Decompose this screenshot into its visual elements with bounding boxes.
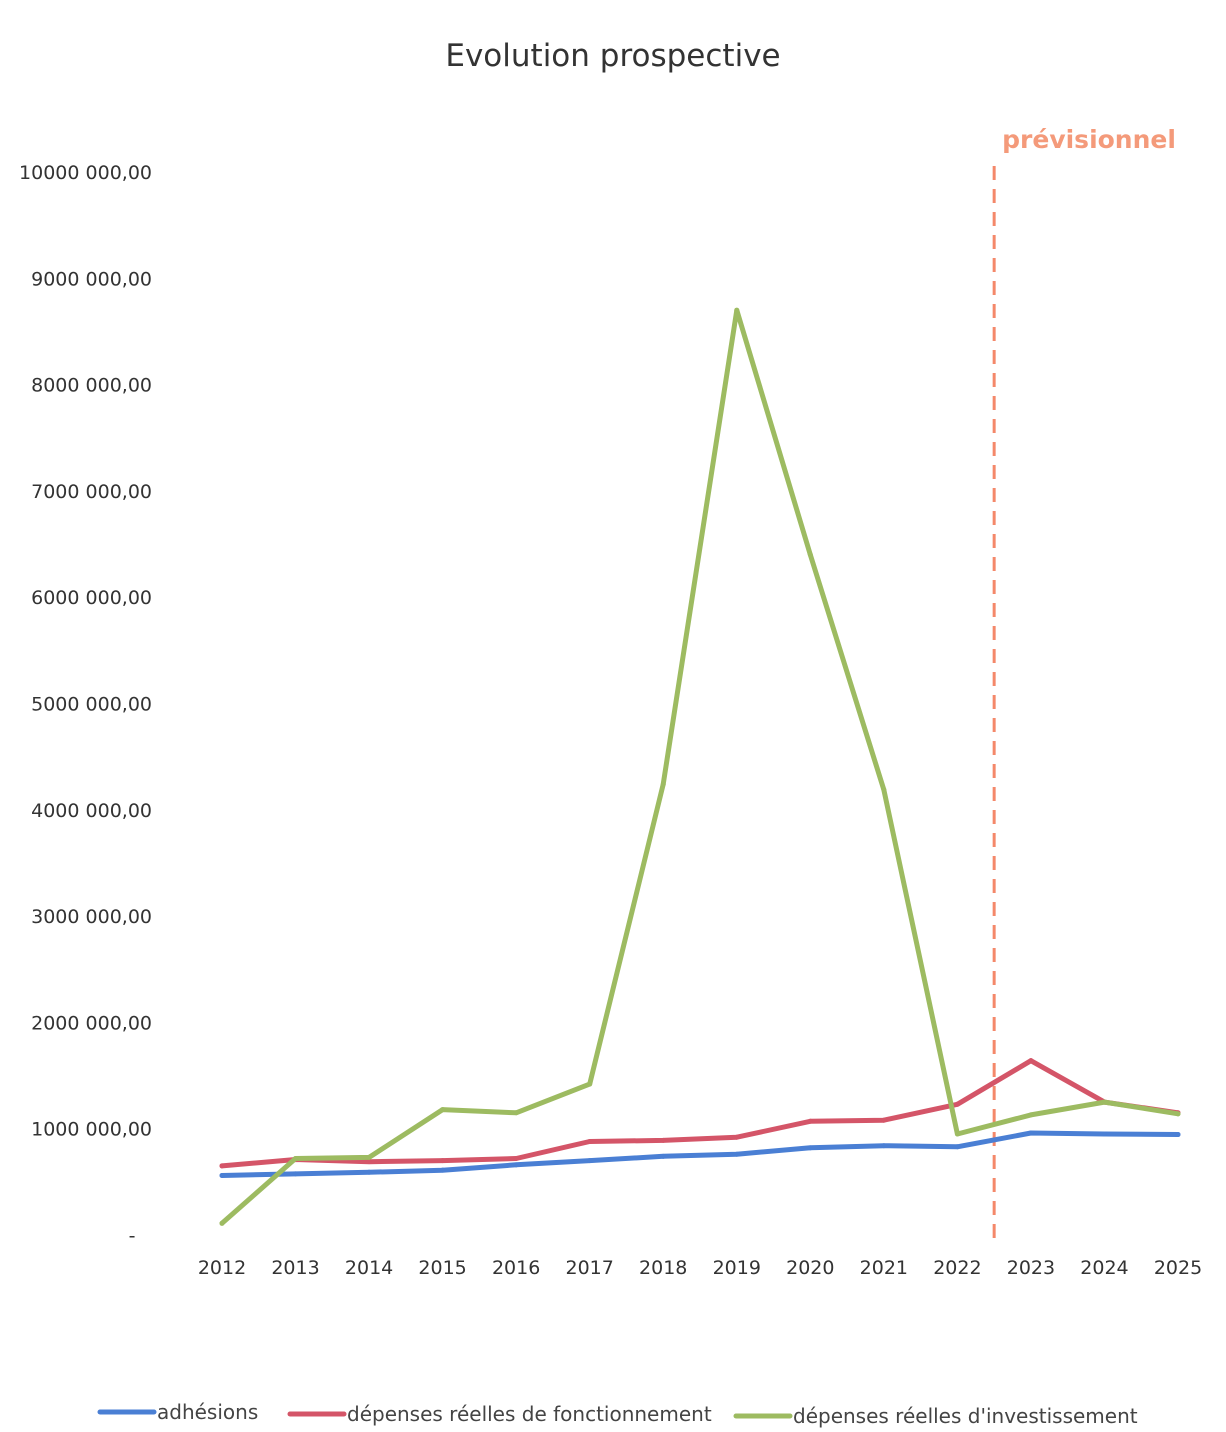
data-point xyxy=(513,1155,519,1161)
data-point xyxy=(881,1117,887,1123)
data-point xyxy=(366,1159,372,1165)
data-point xyxy=(587,1158,593,1164)
y-tick-label: - xyxy=(129,1225,136,1247)
x-tick-label: 2018 xyxy=(639,1257,687,1279)
data-point xyxy=(587,1138,593,1144)
data-point xyxy=(734,1151,740,1157)
data-point xyxy=(734,307,740,313)
data-point xyxy=(1028,1130,1034,1136)
x-tick-label: 2012 xyxy=(198,1257,246,1279)
data-point xyxy=(440,1167,446,1173)
y-tick-label: 6000 000,00 xyxy=(31,587,152,609)
y-tick-label: 4000 000,00 xyxy=(31,800,152,822)
data-point xyxy=(366,1154,372,1160)
x-tick-label: 2015 xyxy=(418,1257,466,1279)
data-point xyxy=(1101,1099,1107,1105)
series-line-2 xyxy=(219,307,1181,1226)
series-line-1 xyxy=(219,1058,1181,1169)
x-tick-label: 2013 xyxy=(271,1257,319,1279)
data-point xyxy=(660,781,666,787)
data-point xyxy=(366,1169,372,1175)
data-point xyxy=(440,1158,446,1164)
data-point xyxy=(807,1118,813,1124)
data-point xyxy=(1028,1112,1034,1118)
data-point xyxy=(734,1134,740,1140)
data-point xyxy=(293,1171,299,1177)
x-tick-label: 2020 xyxy=(786,1257,834,1279)
data-point xyxy=(219,1163,225,1169)
data-point xyxy=(513,1162,519,1168)
y-axis: - 1000 000,00 2000 000,00 3000 000,00 4000 0… xyxy=(19,162,152,1247)
data-point xyxy=(1028,1058,1034,1064)
data-point xyxy=(660,1153,666,1159)
data-point xyxy=(219,1172,225,1178)
data-point xyxy=(219,1220,225,1226)
data-point xyxy=(954,1131,960,1137)
chart-title: Evolution prospective xyxy=(445,38,780,74)
y-tick-label: 1000 000,00 xyxy=(31,1119,152,1141)
x-tick-label: 2024 xyxy=(1080,1257,1128,1279)
data-point xyxy=(440,1107,446,1113)
y-tick-label: 2000 000,00 xyxy=(31,1012,152,1034)
y-tick-label: 5000 000,00 xyxy=(31,694,152,716)
data-point xyxy=(660,1137,666,1143)
data-point xyxy=(1175,1132,1181,1138)
x-tick-label: 2019 xyxy=(713,1257,761,1279)
series-line-0 xyxy=(219,1130,1181,1178)
legend-label: adhésions xyxy=(157,1400,258,1424)
forecast-marker: prévisionnel xyxy=(992,125,1176,1239)
y-tick-label: 3000 000,00 xyxy=(31,906,152,928)
data-point xyxy=(513,1110,519,1116)
chart-legend: adhésions dépenses réelles de fonctionnem… xyxy=(97,1400,1138,1428)
y-tick-label: 8000 000,00 xyxy=(31,375,152,397)
legend-label: dépenses réelles d'investissement xyxy=(793,1404,1138,1428)
x-tick-label: 2023 xyxy=(1007,1257,1055,1279)
x-tick-label: 2025 xyxy=(1154,1257,1202,1279)
x-tick-label: 2021 xyxy=(860,1257,908,1279)
data-point xyxy=(954,1101,960,1107)
series-lines xyxy=(219,307,1181,1226)
data-point xyxy=(1175,1111,1181,1117)
data-point xyxy=(881,787,887,793)
y-tick-label: 9000 000,00 xyxy=(31,268,152,290)
data-point xyxy=(807,1145,813,1151)
data-point xyxy=(587,1081,593,1087)
forecast-label: prévisionnel xyxy=(1002,125,1176,154)
data-point xyxy=(881,1143,887,1149)
x-axis: 2012 2013 2014 2015 2016 2017 2018 2019 2020 2021… xyxy=(198,1257,1202,1279)
data-point xyxy=(1101,1131,1107,1137)
data-point xyxy=(293,1155,299,1161)
data-point xyxy=(807,552,813,558)
y-tick-label: 10000 000,00 xyxy=(19,162,152,184)
legend-label: dépenses réelles de fonctionnement xyxy=(347,1402,712,1426)
x-tick-label: 2016 xyxy=(492,1257,540,1279)
data-point xyxy=(954,1144,960,1150)
y-tick-label: 7000 000,00 xyxy=(31,481,152,503)
x-tick-label: 2022 xyxy=(933,1257,981,1279)
x-tick-label: 2017 xyxy=(566,1257,614,1279)
x-tick-label: 2014 xyxy=(345,1257,393,1279)
